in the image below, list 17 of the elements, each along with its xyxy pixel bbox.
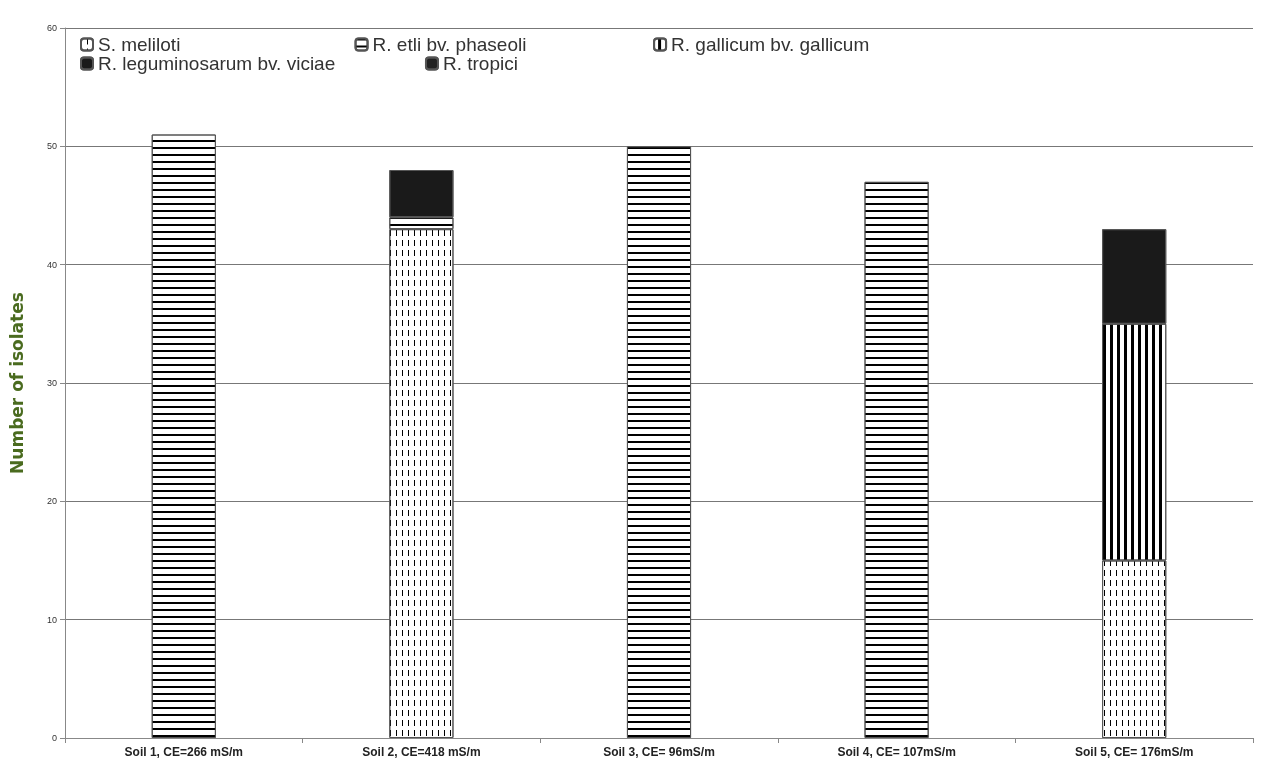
legend-label: S. meliloti — [98, 34, 355, 55]
x-tick-label: Soil 1, CE=266 mS/m — [124, 745, 243, 759]
x-tick-label: Soil 4, CE= 107mS/m — [837, 745, 956, 759]
x-tick-label: Soil 5, CE= 176mS/m — [1075, 745, 1194, 759]
y-axis-title: Number of isolates — [6, 292, 27, 474]
legend-label: R. leguminosarum bv. viciae — [98, 53, 336, 74]
y-tick-label: 60 — [46, 23, 57, 33]
x-tick-label: Soil 2, CE=418 mS/m — [362, 745, 481, 759]
y-tick-label: 10 — [46, 614, 57, 625]
legend-label: R. etli bv. phaseoli — [372, 34, 654, 55]
x-tick-label: Soil 3, CE= 96mS/m — [603, 745, 715, 759]
y-tick-label: 0 — [51, 733, 57, 743]
y-tick-label: 30 — [46, 378, 57, 388]
y-tick-label: 20 — [46, 496, 57, 507]
legend-label: R. gallicum bv. gallicum — [671, 34, 975, 55]
y-tick-label: 50 — [46, 141, 57, 152]
y-tick-label: 40 — [46, 259, 57, 270]
